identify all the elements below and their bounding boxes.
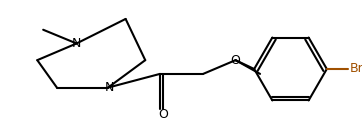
Text: N: N bbox=[72, 37, 81, 50]
Text: Br: Br bbox=[349, 62, 362, 75]
Text: O: O bbox=[158, 108, 168, 121]
Text: N: N bbox=[105, 81, 115, 94]
Text: O: O bbox=[231, 54, 240, 67]
